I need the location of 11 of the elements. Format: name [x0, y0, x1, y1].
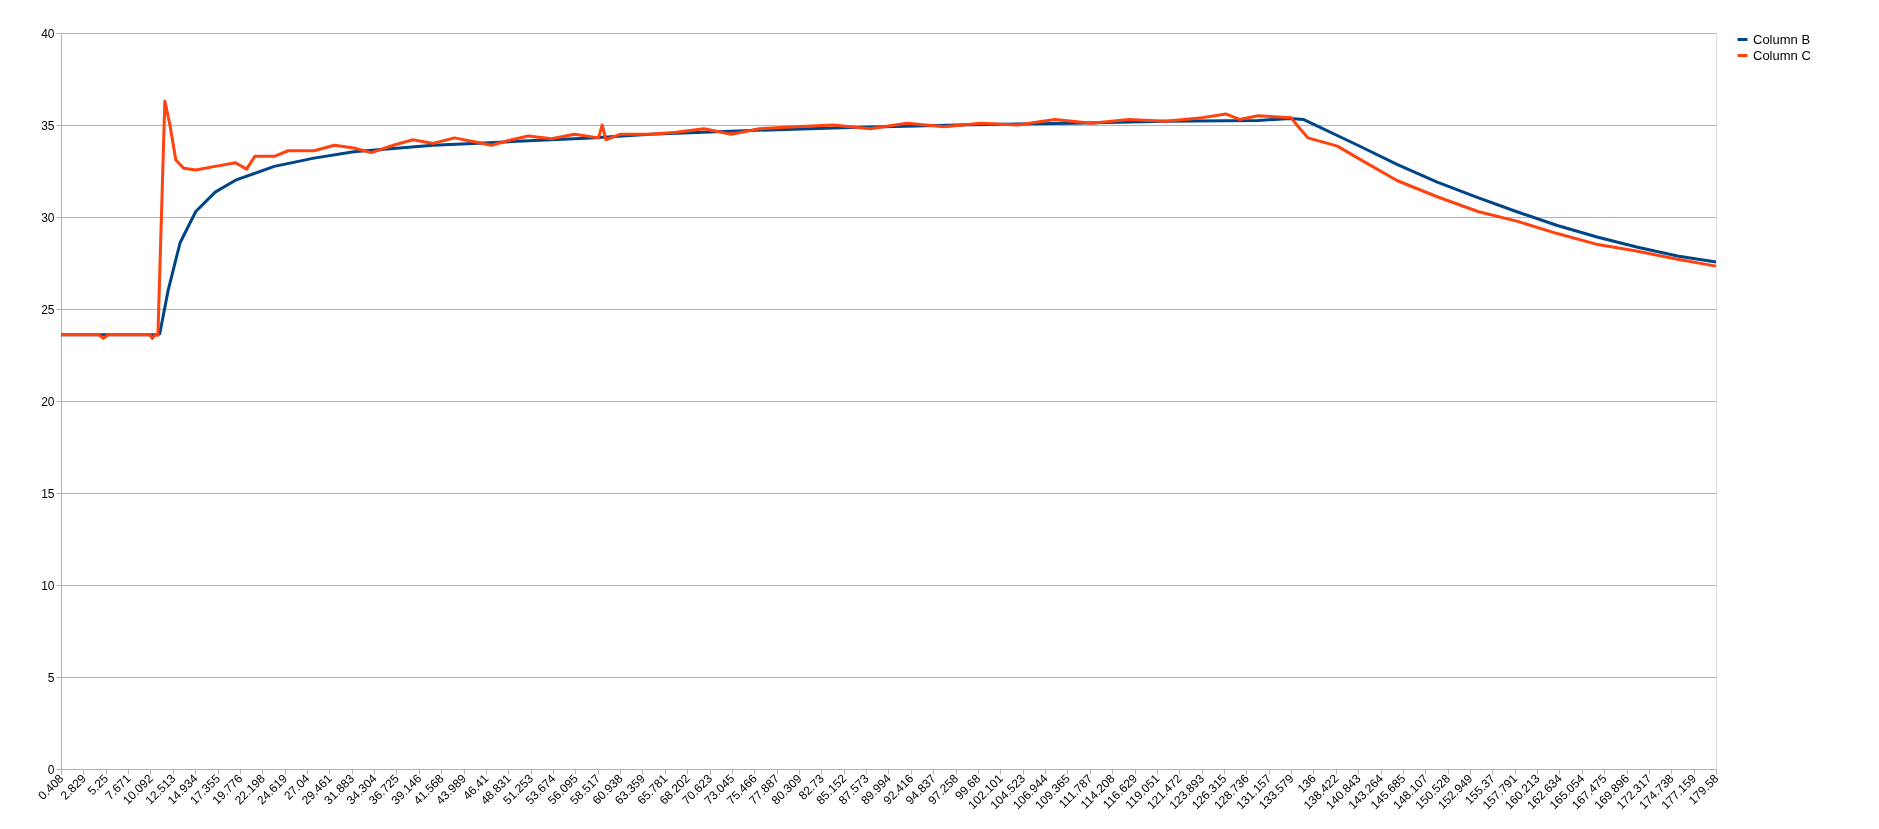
y-tick-label: 25 [41, 302, 55, 317]
y-tick-label: 30 [41, 210, 55, 225]
y-tick-label: 40 [41, 26, 55, 41]
y-tick-label: 5 [47, 670, 55, 685]
legend-label: Column B [1753, 31, 1811, 47]
y-tick-label: 35 [41, 118, 55, 133]
legend-label: Column C [1753, 47, 1811, 63]
y-tick-label: 10 [41, 578, 55, 593]
y-tick-label: 15 [41, 486, 55, 501]
y-tick-label: 0 [47, 762, 55, 777]
y-tick-label: 20 [41, 394, 55, 409]
